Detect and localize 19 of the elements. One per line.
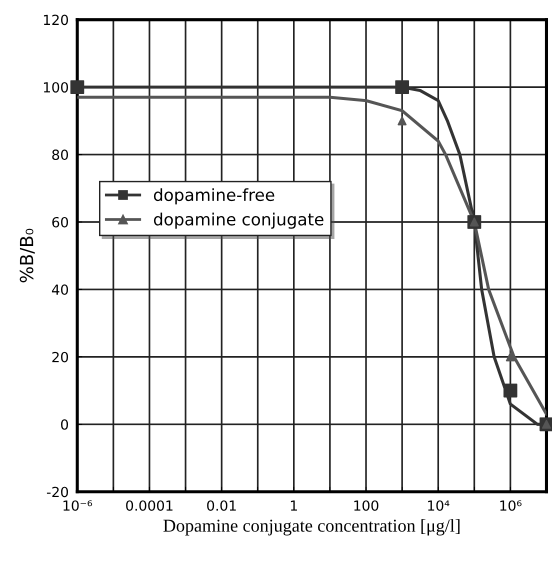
x-tick-label: 10⁴ [428,500,450,511]
x-tick-label: 0.01 [207,500,236,511]
y-tick-label: 60 [52,216,68,228]
x-tick-label: 1 [290,500,297,511]
x-tick-label: 10⁻⁶ [64,500,92,511]
y-tick-label: -20 [46,486,68,498]
y-axis-title: %B/B₀ [20,228,35,282]
y-tick-label: 80 [52,150,68,160]
y-tick-label: 0 [61,419,68,430]
x-tick-label: 0.0001 [126,500,172,511]
legend-label: dopamine-free [154,188,274,204]
x-axis-title: Dopamine conjugate concentration [μg/l] [163,519,460,536]
x-tick-label: 100 [354,500,378,511]
legend-label: dopamine conjugate [154,212,324,229]
x-tick-label: 10⁶ [500,500,522,511]
y-tick-label: 100 [44,82,68,93]
y-tick-label: 120 [44,14,68,26]
y-tick-label: 20 [52,352,68,362]
y-tick-label: 40 [52,284,68,295]
